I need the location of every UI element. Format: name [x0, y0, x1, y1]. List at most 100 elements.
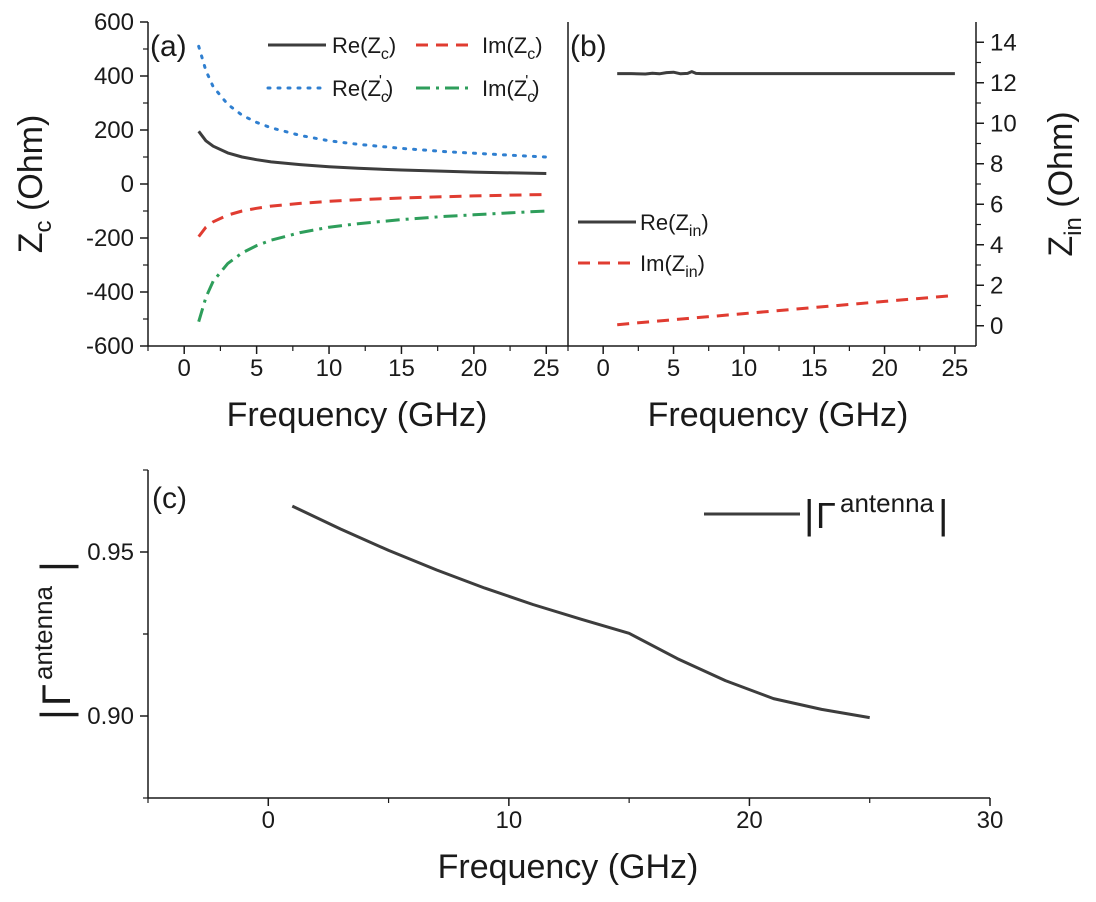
panel-b-series [617, 70, 956, 327]
legend-label-im-zc: Im(Zc) [482, 33, 543, 63]
panel-c-x-axis-title: Frequency (GHz) [438, 848, 699, 886]
panel-c-y-tick-label: 0.90 [87, 703, 134, 730]
panel-a-ticks: 0 5 10 15 20 25 -600 -400 -200 0 200 400 600 [86, 9, 560, 382]
panel-a-series [197, 44, 548, 323]
panel-c-y-title-bar-right: | [32, 561, 79, 572]
panel-c-x-tick-label: 10 [496, 807, 523, 834]
legend-text-im-zin-main: Im(Z [640, 251, 685, 276]
panel-a-x-tick-label: 10 [316, 355, 343, 382]
legend-text-re-zc-end: ) [389, 33, 396, 58]
legend-label-re-zc: Re(Zc) [332, 33, 396, 63]
legend-text-im-zcp-end: ) [532, 76, 539, 101]
panel-b-y-axis-title-sub: in [1060, 217, 1087, 236]
legend-text-re-zcp-main: Re(Z [332, 76, 381, 101]
panel-a-y-axis-title-sub: c [30, 221, 57, 233]
panel-a-y-tick-label: 0 [121, 171, 134, 198]
panel-b-y-tick-label: 6 [990, 191, 1003, 218]
legend-item-im-zc: Im(Zc) [416, 33, 543, 63]
panel-a-x-tick-label: 15 [388, 355, 415, 382]
panel-a-series-line-3 [197, 209, 547, 323]
legend-text-re-zc-sub: c [381, 46, 389, 63]
panel-c-y-axis-title: | Γ antenna | [28, 561, 79, 720]
panel-a-series-line-1 [197, 193, 547, 238]
legend-text-im-zc-end: ) [535, 33, 542, 58]
panel-b-y-axis-title: Zin (Ohm) [1042, 111, 1087, 256]
panel-a-y-axis-title-main: Z [12, 233, 50, 254]
legend-item-re-zc-prime: Re(Zc') [266, 73, 393, 106]
legend-item-re-zc: Re(Zc) [268, 33, 396, 63]
panel-a-y-tick-label: 600 [94, 9, 134, 36]
legend-text-im-zcp-main: Im(Z [482, 76, 527, 101]
panel-b: 0 5 10 15 20 25 0 2 4 6 8 10 12 14 (b) Frequency (GHz… [567, 22, 1087, 434]
panel-c-y-title-gamma: Γ [35, 684, 79, 706]
legend-text-im-zc-sub: c [527, 46, 535, 63]
legend-gamma-sup: antenna [840, 488, 935, 518]
panel-a-series-line-2 [197, 44, 548, 159]
panel-b-y-tick-label: 10 [990, 110, 1017, 137]
panel-a: 0 5 10 15 20 25 -600 -400 -200 0 200 400 600 (a) Fre… [12, 9, 569, 434]
panel-b-y-tick-label: 4 [990, 232, 1003, 259]
legend-text-re-zcp-end: ) [386, 76, 393, 101]
legend-text-re-zcp-sup: ' [379, 73, 382, 90]
panel-a-x-tick-label: 0 [178, 355, 191, 382]
legend-text-re-zc-main: Re(Z [332, 33, 381, 58]
panel-c-x-tick-label: 20 [736, 807, 763, 834]
panel-b-ticks: 0 5 10 15 20 25 0 2 4 6 8 10 12 14 [567, 29, 1017, 382]
legend-text-im-zin-sub: in [685, 264, 697, 281]
panel-b-x-tick-label: 0 [596, 355, 609, 382]
legend-text-re-zin-end: ) [701, 210, 708, 235]
panel-b-y-tick-label: 12 [990, 70, 1017, 97]
legend-text-im-zcp-sup: ' [525, 73, 528, 90]
panel-a-legend: Re(Zc) Im(Zc) Re(Zc') Im(Zc') [266, 33, 543, 106]
panel-a-label: (a) [150, 30, 187, 63]
legend-label-re-zc-prime: Re(Zc') [332, 73, 393, 106]
panel-b-y-tick-label: 14 [990, 29, 1017, 56]
panel-b-legend: Re(Zin) Im(Zin) [578, 210, 709, 281]
legend-text-re-zin-sub: in [689, 223, 701, 240]
panel-a-series-line-0 [197, 130, 547, 175]
legend-text-im-zcp-sub: c [527, 89, 535, 106]
panel-a-y-tick-label: -600 [86, 333, 134, 360]
panel-c-series-line-0 [291, 504, 870, 720]
panel-b-label: (b) [570, 30, 607, 63]
panel-a-y-axis-title-rest: (Ohm) [12, 115, 50, 221]
legend-text-im-zc-main: Im(Z [482, 33, 527, 58]
panel-a-y-tick-label: 400 [94, 63, 134, 90]
legend-item-im-zin: Im(Zin) [578, 251, 705, 281]
panel-b-y-axis-title-rest: (Ohm) [1042, 111, 1080, 217]
panel-b-y-tick-label: 0 [990, 313, 1003, 340]
panel-b-series-line-1 [617, 293, 956, 327]
legend-text-re-zcp-sub: c [381, 89, 389, 106]
panel-c-y-title-bar-left: | [32, 709, 79, 720]
panel-a-x-tick-label: 20 [461, 355, 488, 382]
legend-label-im-zin: Im(Zin) [640, 251, 705, 281]
legend-label-re-zin: Re(Zin) [640, 210, 709, 240]
panel-c-y-title-sup: antenna [28, 585, 58, 680]
legend-label-im-zc-prime: Im(Zc') [482, 73, 540, 106]
panel-a-y-tick-label: -200 [86, 225, 134, 252]
panel-b-x-tick-label: 15 [801, 355, 828, 382]
legend-item-re-zin: Re(Zin) [578, 210, 709, 240]
panel-a-y-tick-label: 200 [94, 117, 134, 144]
panel-b-x-tick-label: 20 [871, 355, 898, 382]
legend-gamma-glyph: Γ [816, 495, 836, 536]
panel-a-x-tick-label: 25 [533, 355, 560, 382]
panel-a-y-tick-label: -400 [86, 279, 134, 306]
panel-a-x-axis-title: Frequency (GHz) [227, 396, 488, 434]
panel-c: 0 10 20 30 0.90 0.95 (c) Frequency (GHz) | Γ … [28, 469, 1004, 886]
panel-b-y-tick-label: 8 [990, 151, 1003, 178]
panel-c-series [291, 504, 870, 720]
legend-text-re-zin-main: Re(Z [640, 210, 689, 235]
panel-b-y-axis-title-main: Z [1042, 236, 1080, 257]
panel-b-x-tick-label: 10 [731, 355, 758, 382]
panel-b-series-line-0 [617, 70, 955, 76]
panel-b-y-tick-label: 2 [990, 272, 1003, 299]
panel-c-x-tick-label: 30 [977, 807, 1004, 834]
panel-b-x-tick-label: 25 [942, 355, 969, 382]
panel-c-y-tick-label: 0.95 [87, 539, 134, 566]
panel-c-legend: | Γ antenna | [704, 488, 948, 537]
panel-c-ticks: 0 10 20 30 0.90 0.95 [87, 469, 1004, 834]
panel-a-y-axis-title: Zc (Ohm) [12, 115, 57, 254]
legend-item-im-zc-prime: Im(Zc') [416, 73, 540, 106]
